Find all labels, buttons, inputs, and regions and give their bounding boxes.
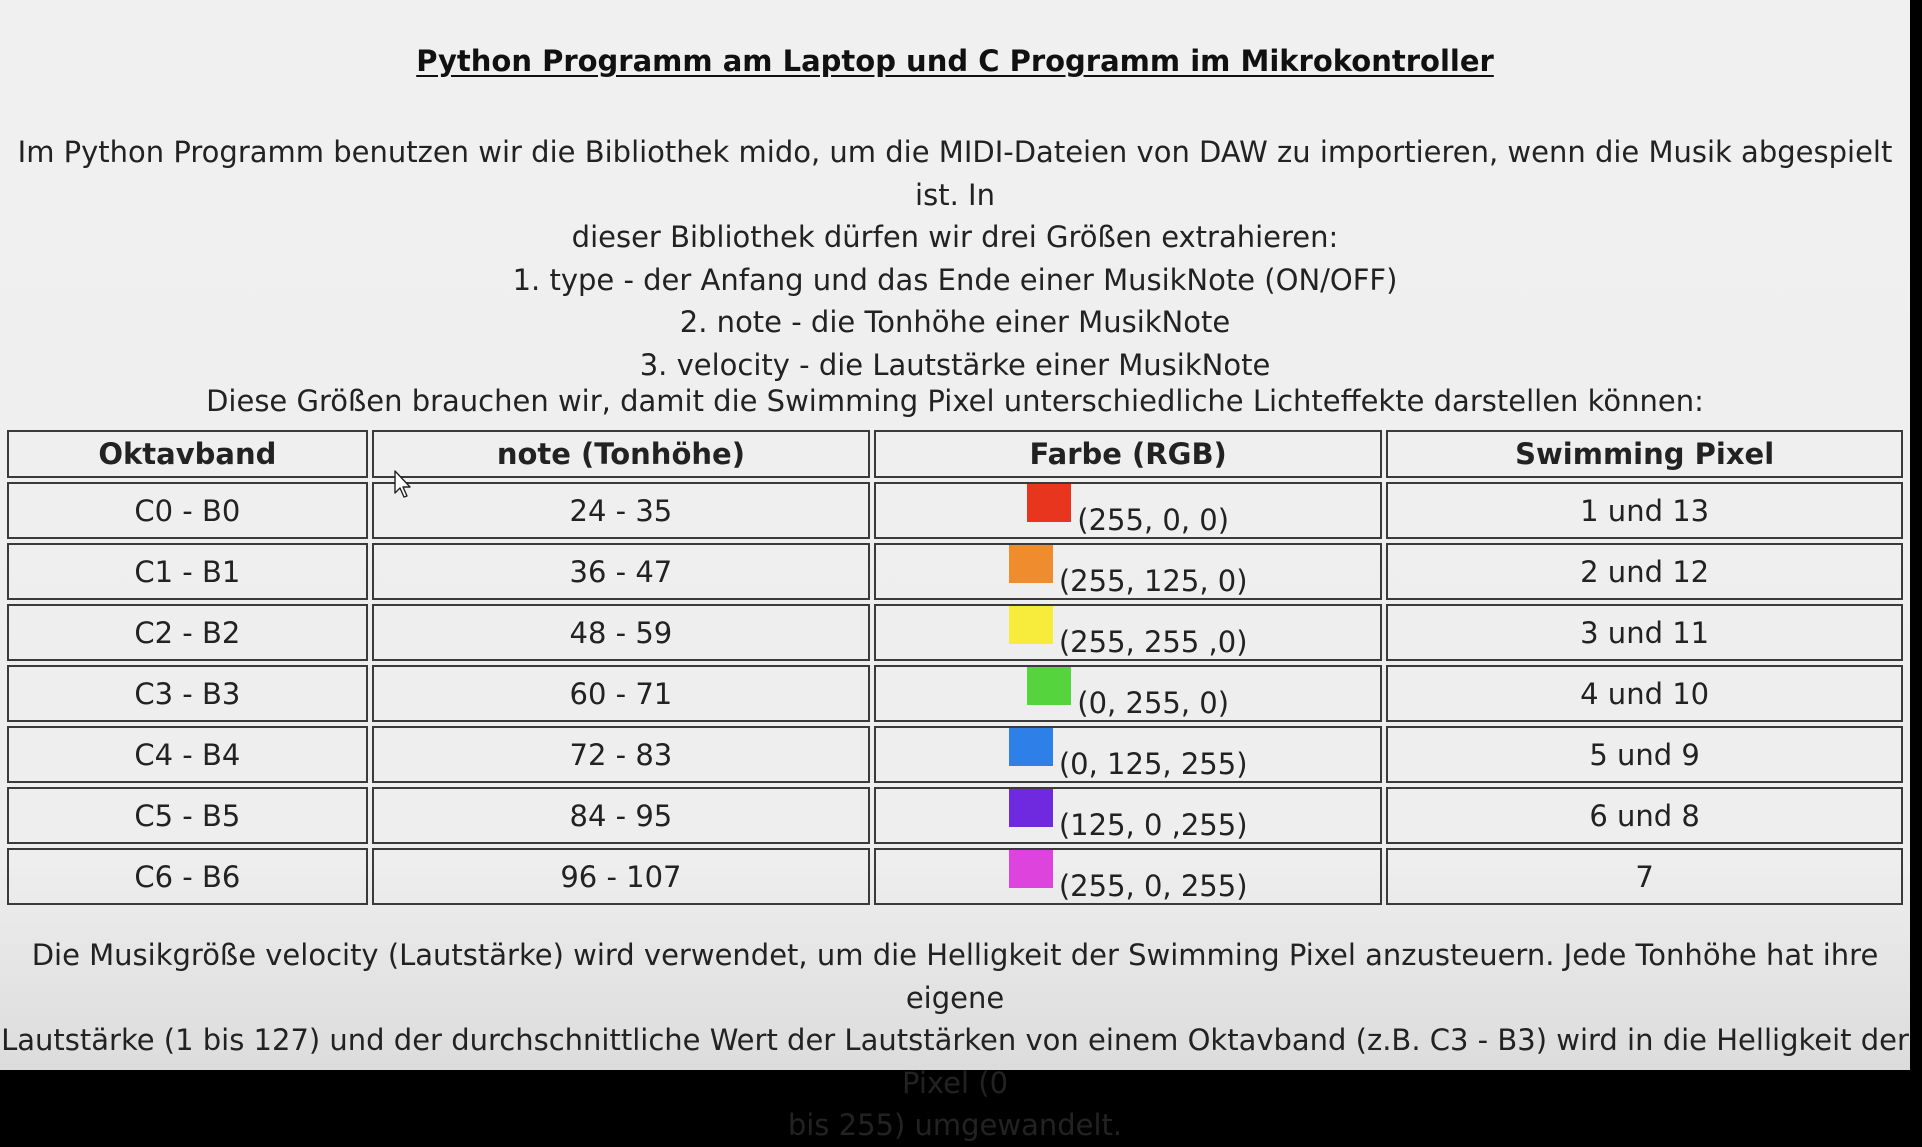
footer-line: Die Musikgröße velocity (Lautstärke) wir… <box>31 938 1879 1015</box>
color-swatch <box>1008 606 1053 644</box>
color-swatch <box>1008 850 1053 888</box>
cell-farbe: (0, 125, 255) <box>874 726 1383 783</box>
cell-farbe: (255, 125, 0) <box>874 543 1383 600</box>
table-row: C1 - B1 36 - 47 (255, 125, 0) 2 und 12 <box>7 543 1903 600</box>
rgb-value: (255, 0, 0) <box>1077 503 1230 537</box>
cell-note: 72 - 83 <box>371 726 871 783</box>
cell-note: 36 - 47 <box>371 543 871 600</box>
cell-note: 84 - 95 <box>371 787 871 844</box>
cell-swimming-pixel: 7 <box>1386 848 1903 905</box>
table-row: C4 - B4 72 - 83 (0, 125, 255) 5 und 9 <box>7 726 1903 783</box>
mouse-pointer-icon <box>394 470 411 498</box>
intro-list-item-velocity: 3. velocity - die Lautstärke einer Musik… <box>639 347 1271 382</box>
rgb-value: (125, 0 ,255) <box>1058 808 1248 842</box>
intro-line: dieser Bibliothek dürfen wir drei Größen… <box>571 220 1339 254</box>
color-swatch <box>1027 667 1072 705</box>
rgb-value: (255, 255 ,0) <box>1058 625 1248 659</box>
cell-oktavband: C0 - B0 <box>7 482 368 539</box>
cell-note: 60 - 71 <box>371 665 871 722</box>
cell-farbe: (125, 0 ,255) <box>874 787 1383 844</box>
intro-list-item-type: 1. type - der Anfang und das Ende einer … <box>512 262 1398 297</box>
cell-farbe: (255, 0, 255) <box>874 848 1383 905</box>
cell-swimming-pixel: 1 und 13 <box>1386 482 1903 539</box>
footer-line: bis 255) umgewandelt. <box>787 1108 1123 1142</box>
cell-note: 96 - 107 <box>371 848 871 905</box>
cell-oktavband: C4 - B4 <box>7 726 368 783</box>
rgb-value: (255, 0, 255) <box>1058 869 1248 903</box>
rgb-value: (255, 125, 0) <box>1058 564 1248 598</box>
cell-swimming-pixel: 4 und 10 <box>1386 665 1903 722</box>
table-row: C3 - B3 60 - 71 (0, 255, 0) 4 und 10 <box>7 665 1903 722</box>
header-swimming-pixel: Swimming Pixel <box>1386 430 1903 478</box>
cell-note: 48 - 59 <box>371 604 871 661</box>
cell-oktavband: C2 - B2 <box>7 604 368 661</box>
cell-oktavband: C1 - B1 <box>7 543 368 600</box>
cell-farbe: (0, 255, 0) <box>874 665 1383 722</box>
cell-farbe: (255, 0, 0) <box>874 482 1383 539</box>
cell-swimming-pixel: 2 und 12 <box>1386 543 1903 600</box>
footer-line: Lautstärke (1 bis 127) und der durchschn… <box>1 1023 1909 1100</box>
intro-list-item-note: 2. note - die Tonhöhe einer MusikNote <box>679 305 1231 339</box>
color-swatch <box>1027 484 1072 522</box>
intro-text: Im Python Programm benutzen wir die Bibl… <box>0 131 1910 386</box>
color-swatch <box>1008 728 1053 766</box>
header-oktavband: Oktavband <box>7 430 368 478</box>
intro-line: Im Python Programm benutzen wir die Bibl… <box>17 135 1893 212</box>
table-row: C5 - B5 84 - 95 (125, 0 ,255) 6 und 8 <box>7 787 1903 844</box>
cell-swimming-pixel: 5 und 9 <box>1386 726 1903 783</box>
header-note: note (Tonhöhe) <box>371 430 871 478</box>
page-title: Python Programm am Laptop und C Programm… <box>416 44 1494 78</box>
rgb-value: (0, 255, 0) <box>1077 686 1230 720</box>
color-swatch <box>1008 789 1053 827</box>
cell-note: 24 - 35 <box>371 482 871 539</box>
table-lead-text: Diese Größen brauchen wir, damit die Swi… <box>206 384 1704 418</box>
cell-oktavband: C3 - B3 <box>7 665 368 722</box>
footer-text: Die Musikgröße velocity (Lautstärke) wir… <box>0 934 1910 1147</box>
cell-swimming-pixel: 6 und 8 <box>1386 787 1903 844</box>
cell-farbe: (255, 255 ,0) <box>874 604 1383 661</box>
table-row: C6 - B6 96 - 107 (255, 0, 255) 7 <box>7 848 1903 905</box>
color-swatch <box>1008 545 1053 583</box>
table-row: C2 - B2 48 - 59 (255, 255 ,0) 3 und 11 <box>7 604 1903 661</box>
table-row: C0 - B0 24 - 35 (255, 0, 0) 1 und 13 <box>7 482 1903 539</box>
cell-oktavband: C5 - B5 <box>7 787 368 844</box>
cell-oktavband: C6 - B6 <box>7 848 368 905</box>
rgb-value: (0, 125, 255) <box>1058 747 1248 781</box>
octave-table: Oktavband note (Tonhöhe) Farbe (RGB) Swi… <box>3 426 1907 909</box>
header-farbe: Farbe (RGB) <box>874 430 1383 478</box>
cell-swimming-pixel: 3 und 11 <box>1386 604 1903 661</box>
table-header-row: Oktavband note (Tonhöhe) Farbe (RGB) Swi… <box>7 430 1903 478</box>
